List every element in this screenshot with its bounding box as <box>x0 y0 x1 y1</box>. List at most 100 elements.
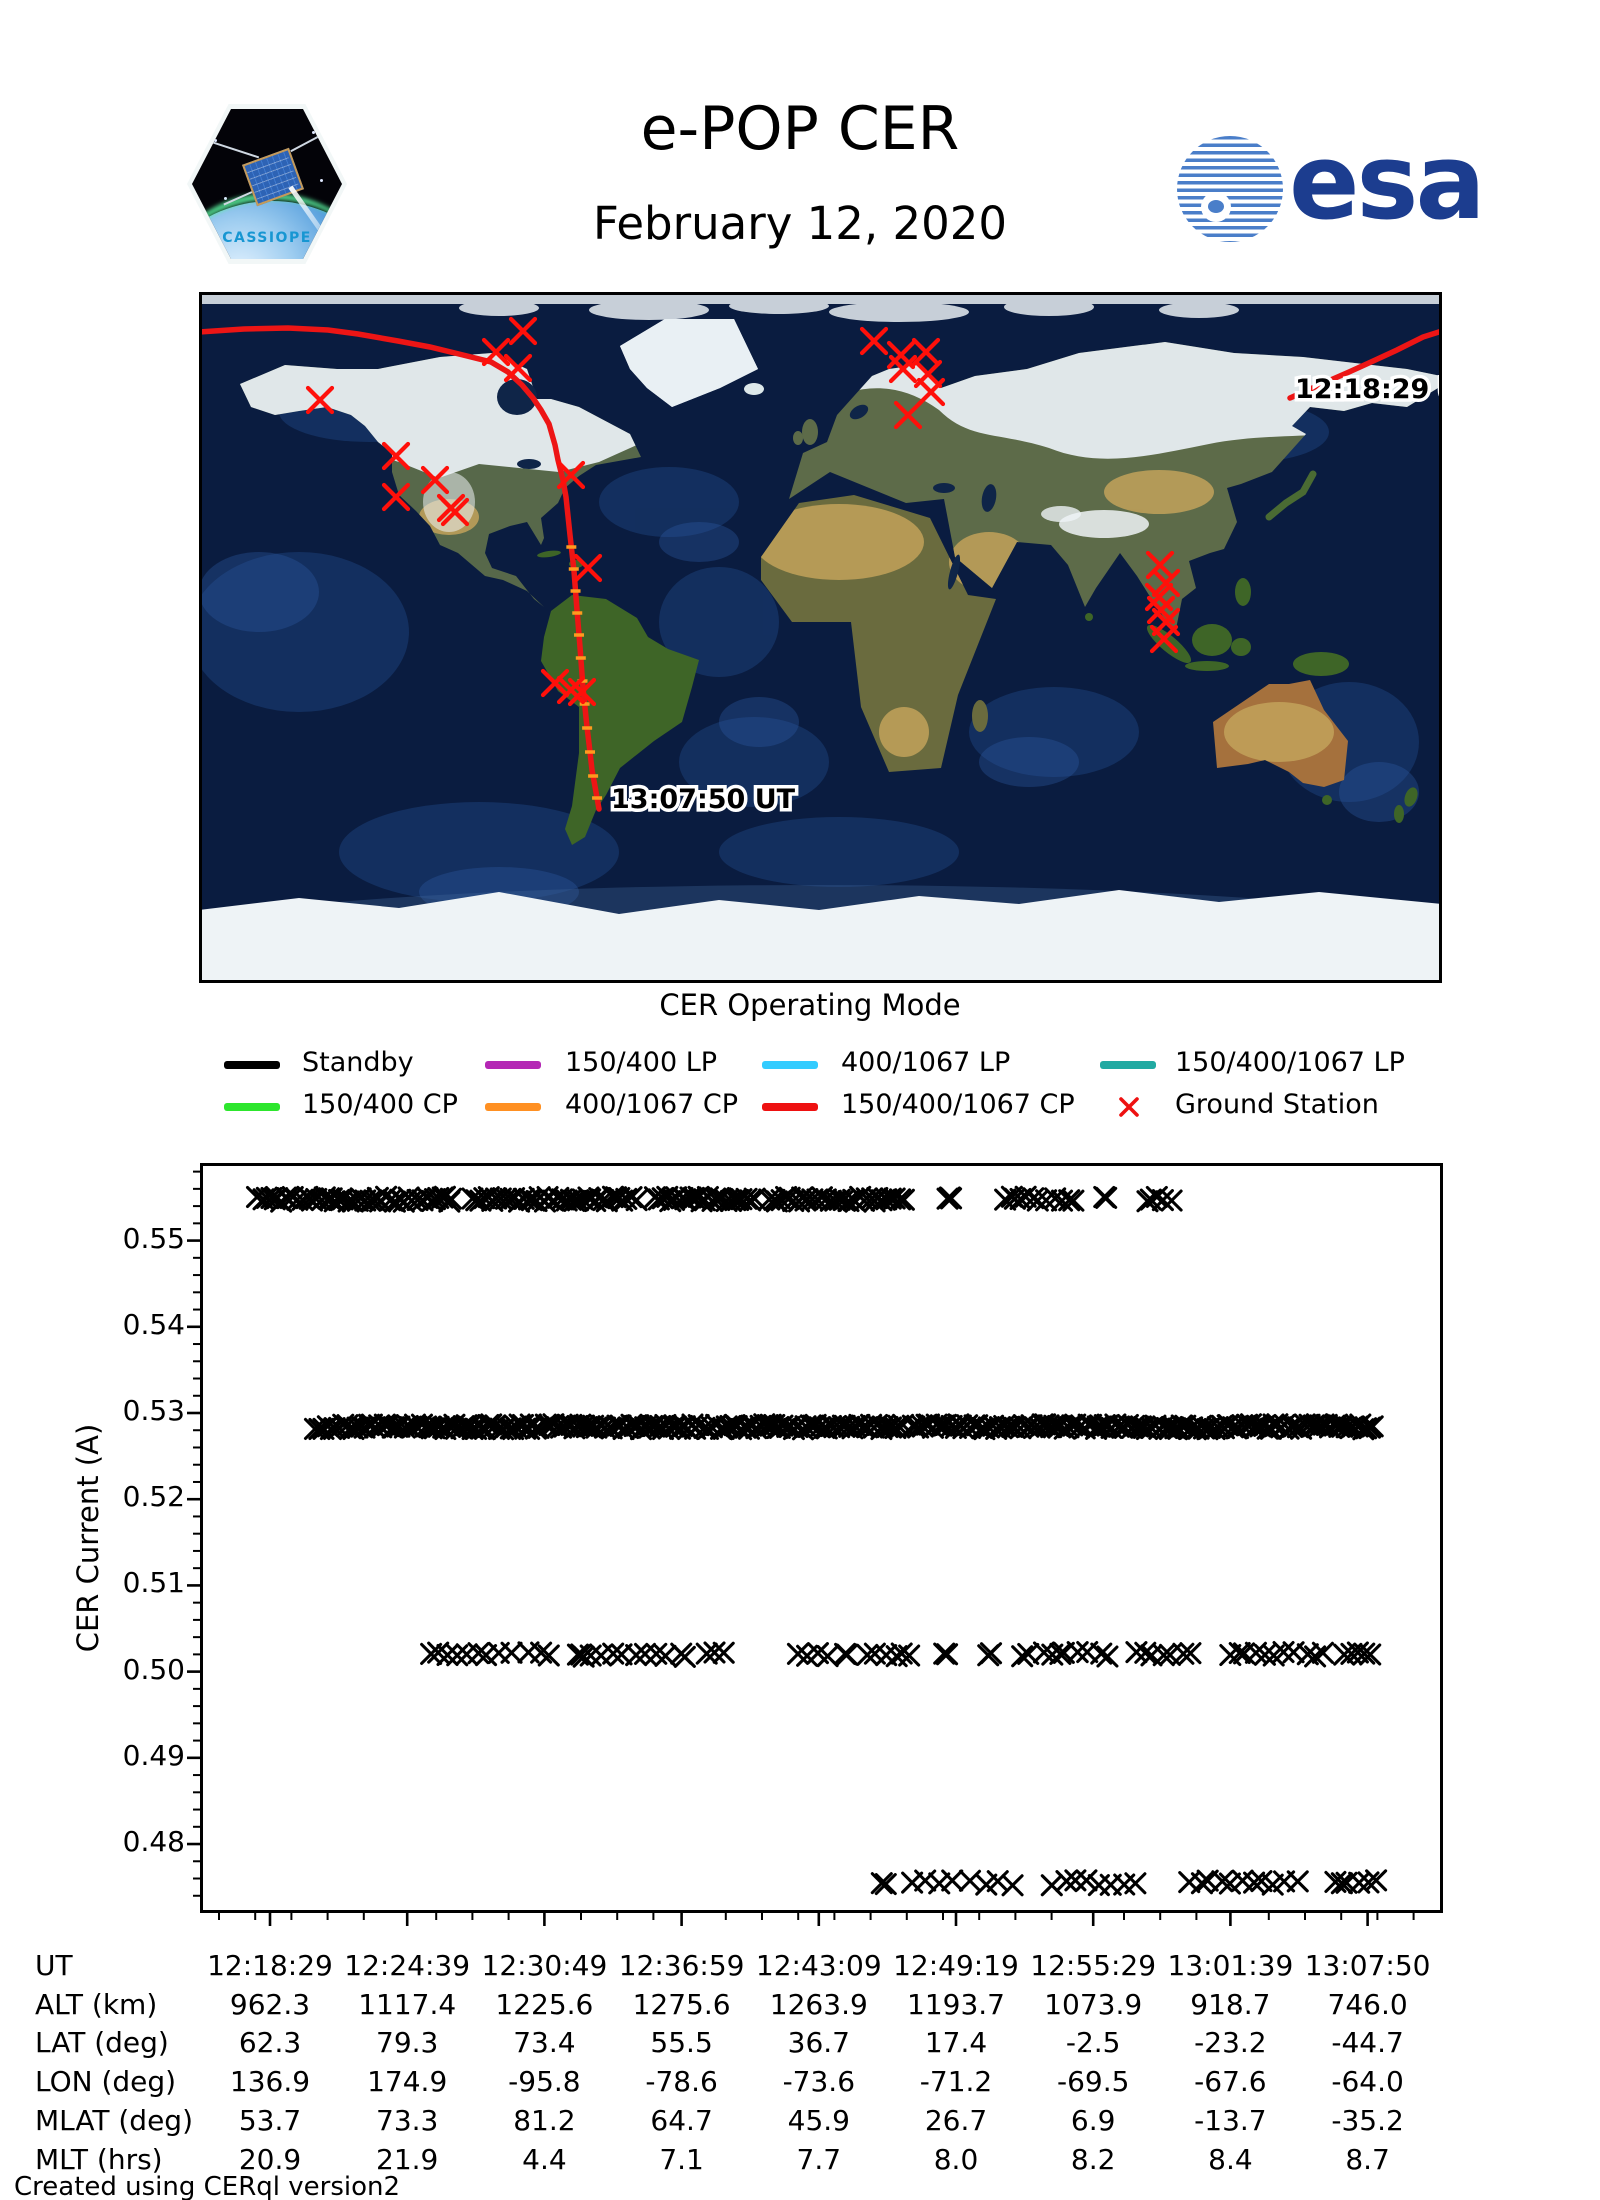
legend-swatch-150-400-1067-lp <box>1100 1061 1156 1069</box>
scatter-marker <box>898 1644 921 1667</box>
table-row-label-ut: UT <box>35 1949 73 1982</box>
y-axis-label: CER Current (A) <box>71 1423 105 1653</box>
ground-track-pacific-segment <box>1287 328 1445 401</box>
ground-station-marker <box>381 482 411 512</box>
table-cell: -64.0 <box>1331 2065 1404 2098</box>
scatter-marker <box>1361 1415 1384 1438</box>
table-cell: 12:43:09 <box>755 1949 882 1982</box>
table-cell: 174.9 <box>367 2065 448 2098</box>
scatter-marker <box>602 1642 625 1665</box>
esa-logo: esa <box>1175 120 1486 255</box>
table-cell: 918.7 <box>1190 1988 1271 2021</box>
scatter-marker <box>1134 1641 1157 1664</box>
scatter-marker <box>1090 1642 1113 1665</box>
scatter-marker <box>975 1873 998 1896</box>
scatter-marker <box>890 1642 913 1665</box>
scatter-marker <box>1152 1644 1175 1667</box>
table-cell: 12:36:59 <box>618 1949 745 1982</box>
scatter-marker <box>889 1188 912 1211</box>
map-border <box>199 292 1442 983</box>
legend-label-0: Standby <box>302 1047 414 1078</box>
scatter-marker <box>1286 1870 1309 1893</box>
scatter-marker <box>439 1187 462 1210</box>
legend-label-1: 150/400 LP <box>565 1047 718 1078</box>
scatter-marker <box>572 1645 595 1668</box>
ground-station-marker <box>859 326 889 356</box>
table-cell: -78.6 <box>645 2065 718 2098</box>
table-cell: 53.7 <box>238 2104 302 2137</box>
ground-station-marker <box>420 465 450 495</box>
scatter-marker <box>446 1644 469 1667</box>
table-cell: -44.7 <box>1331 2026 1404 2059</box>
legend-label-6: 150/400/1067 CP <box>841 1089 1075 1120</box>
scatter-marker <box>1243 1871 1266 1894</box>
table-cell: 8.2 <box>1070 2143 1116 2176</box>
scatter-marker <box>1272 1641 1295 1664</box>
y-tick-label-0.51: 0.51 <box>122 1566 185 1600</box>
y-tick-label-0.52: 0.52 <box>122 1480 185 1514</box>
table-cell: 13:01:39 <box>1167 1949 1294 1982</box>
ground-station-marker <box>916 377 946 407</box>
table-row-label-alt-km-: ALT (km) <box>35 1988 158 2021</box>
scatter-marker <box>1357 1871 1380 1894</box>
scatter-marker <box>935 1643 959 1666</box>
scatter-marker <box>383 1190 406 1213</box>
table-cell: 81.2 <box>513 2104 576 2137</box>
table-cell: 73.3 <box>376 2104 439 2137</box>
legend-label-2: 400/1067 LP <box>841 1047 1011 1078</box>
table-cell: -13.7 <box>1194 2104 1267 2137</box>
table-cell: 62.3 <box>238 2026 302 2059</box>
scatter-marker <box>1075 1869 1098 1892</box>
table-cell: 746.0 <box>1327 1988 1408 2021</box>
scatter-marker <box>979 1642 1003 1665</box>
ground-station-marker <box>556 460 586 490</box>
table-cell: 20.9 <box>238 2143 302 2176</box>
scatter-marker <box>420 1642 443 1665</box>
world-map: 12:18:29 UT 13:07:50 UT <box>119 292 1519 1009</box>
ground-track <box>196 325 1445 812</box>
ground-track-americas-segment <box>196 325 602 812</box>
scatter-marker <box>1055 1870 1078 1893</box>
plot-spines <box>200 1163 1443 1913</box>
legend-label-3: 150/400/1067 LP <box>1175 1047 1405 1078</box>
ground-station-marker <box>911 337 941 367</box>
legend-ground-station-marker-icon <box>1116 1094 1142 1120</box>
y-tick-label-0.53: 0.53 <box>122 1394 185 1427</box>
scatter-marker <box>695 1642 718 1665</box>
table-cell: 12:18:29 <box>207 1949 333 1982</box>
scatter-marker <box>835 1643 859 1666</box>
scatter-marker <box>436 1643 459 1667</box>
scatter-marker <box>1049 1642 1072 1665</box>
scatter-marker <box>467 1642 490 1665</box>
table-cell: 6.9 <box>1070 2104 1116 2137</box>
table-cell: 1263.9 <box>769 1988 868 2021</box>
scatter-marker <box>1124 1872 1147 1895</box>
scatter-marker <box>856 1643 879 1666</box>
scatter-marker <box>1353 1642 1376 1665</box>
scatter-marker <box>940 1187 963 1210</box>
ground-station-marker <box>503 353 533 383</box>
table-cell: 26.7 <box>924 2104 988 2137</box>
legend-label-5: 400/1067 CP <box>565 1089 739 1120</box>
scatter-marker <box>1001 1874 1024 1897</box>
scatter-marker <box>1190 1872 1213 1895</box>
scatter-marker <box>1253 1643 1276 1666</box>
legend-label-4: 150/400 CP <box>302 1089 458 1120</box>
ground-station-marker <box>540 668 570 698</box>
ground-stations <box>305 316 1181 707</box>
scatter-marker <box>941 1869 964 1892</box>
table-cell: 73.4 <box>513 2026 576 2059</box>
table-cell: 64.7 <box>650 2104 713 2137</box>
table-cell: 79.3 <box>376 2026 439 2059</box>
scatter-marker <box>883 1187 906 1210</box>
table-cell: 21.9 <box>376 2143 439 2176</box>
desert-overlays <box>419 470 1334 762</box>
table-cell: 8.4 <box>1208 2143 1253 2176</box>
ground-station-marker <box>305 385 335 415</box>
ground-station-marker <box>893 400 923 430</box>
y-tick-label-0.54: 0.54 <box>122 1307 185 1341</box>
scatter-marker <box>537 1644 560 1667</box>
scatter-marker <box>300 1189 323 1212</box>
legend-title: CER Operating Mode <box>659 988 961 1022</box>
scatter-marker <box>739 1189 762 1212</box>
